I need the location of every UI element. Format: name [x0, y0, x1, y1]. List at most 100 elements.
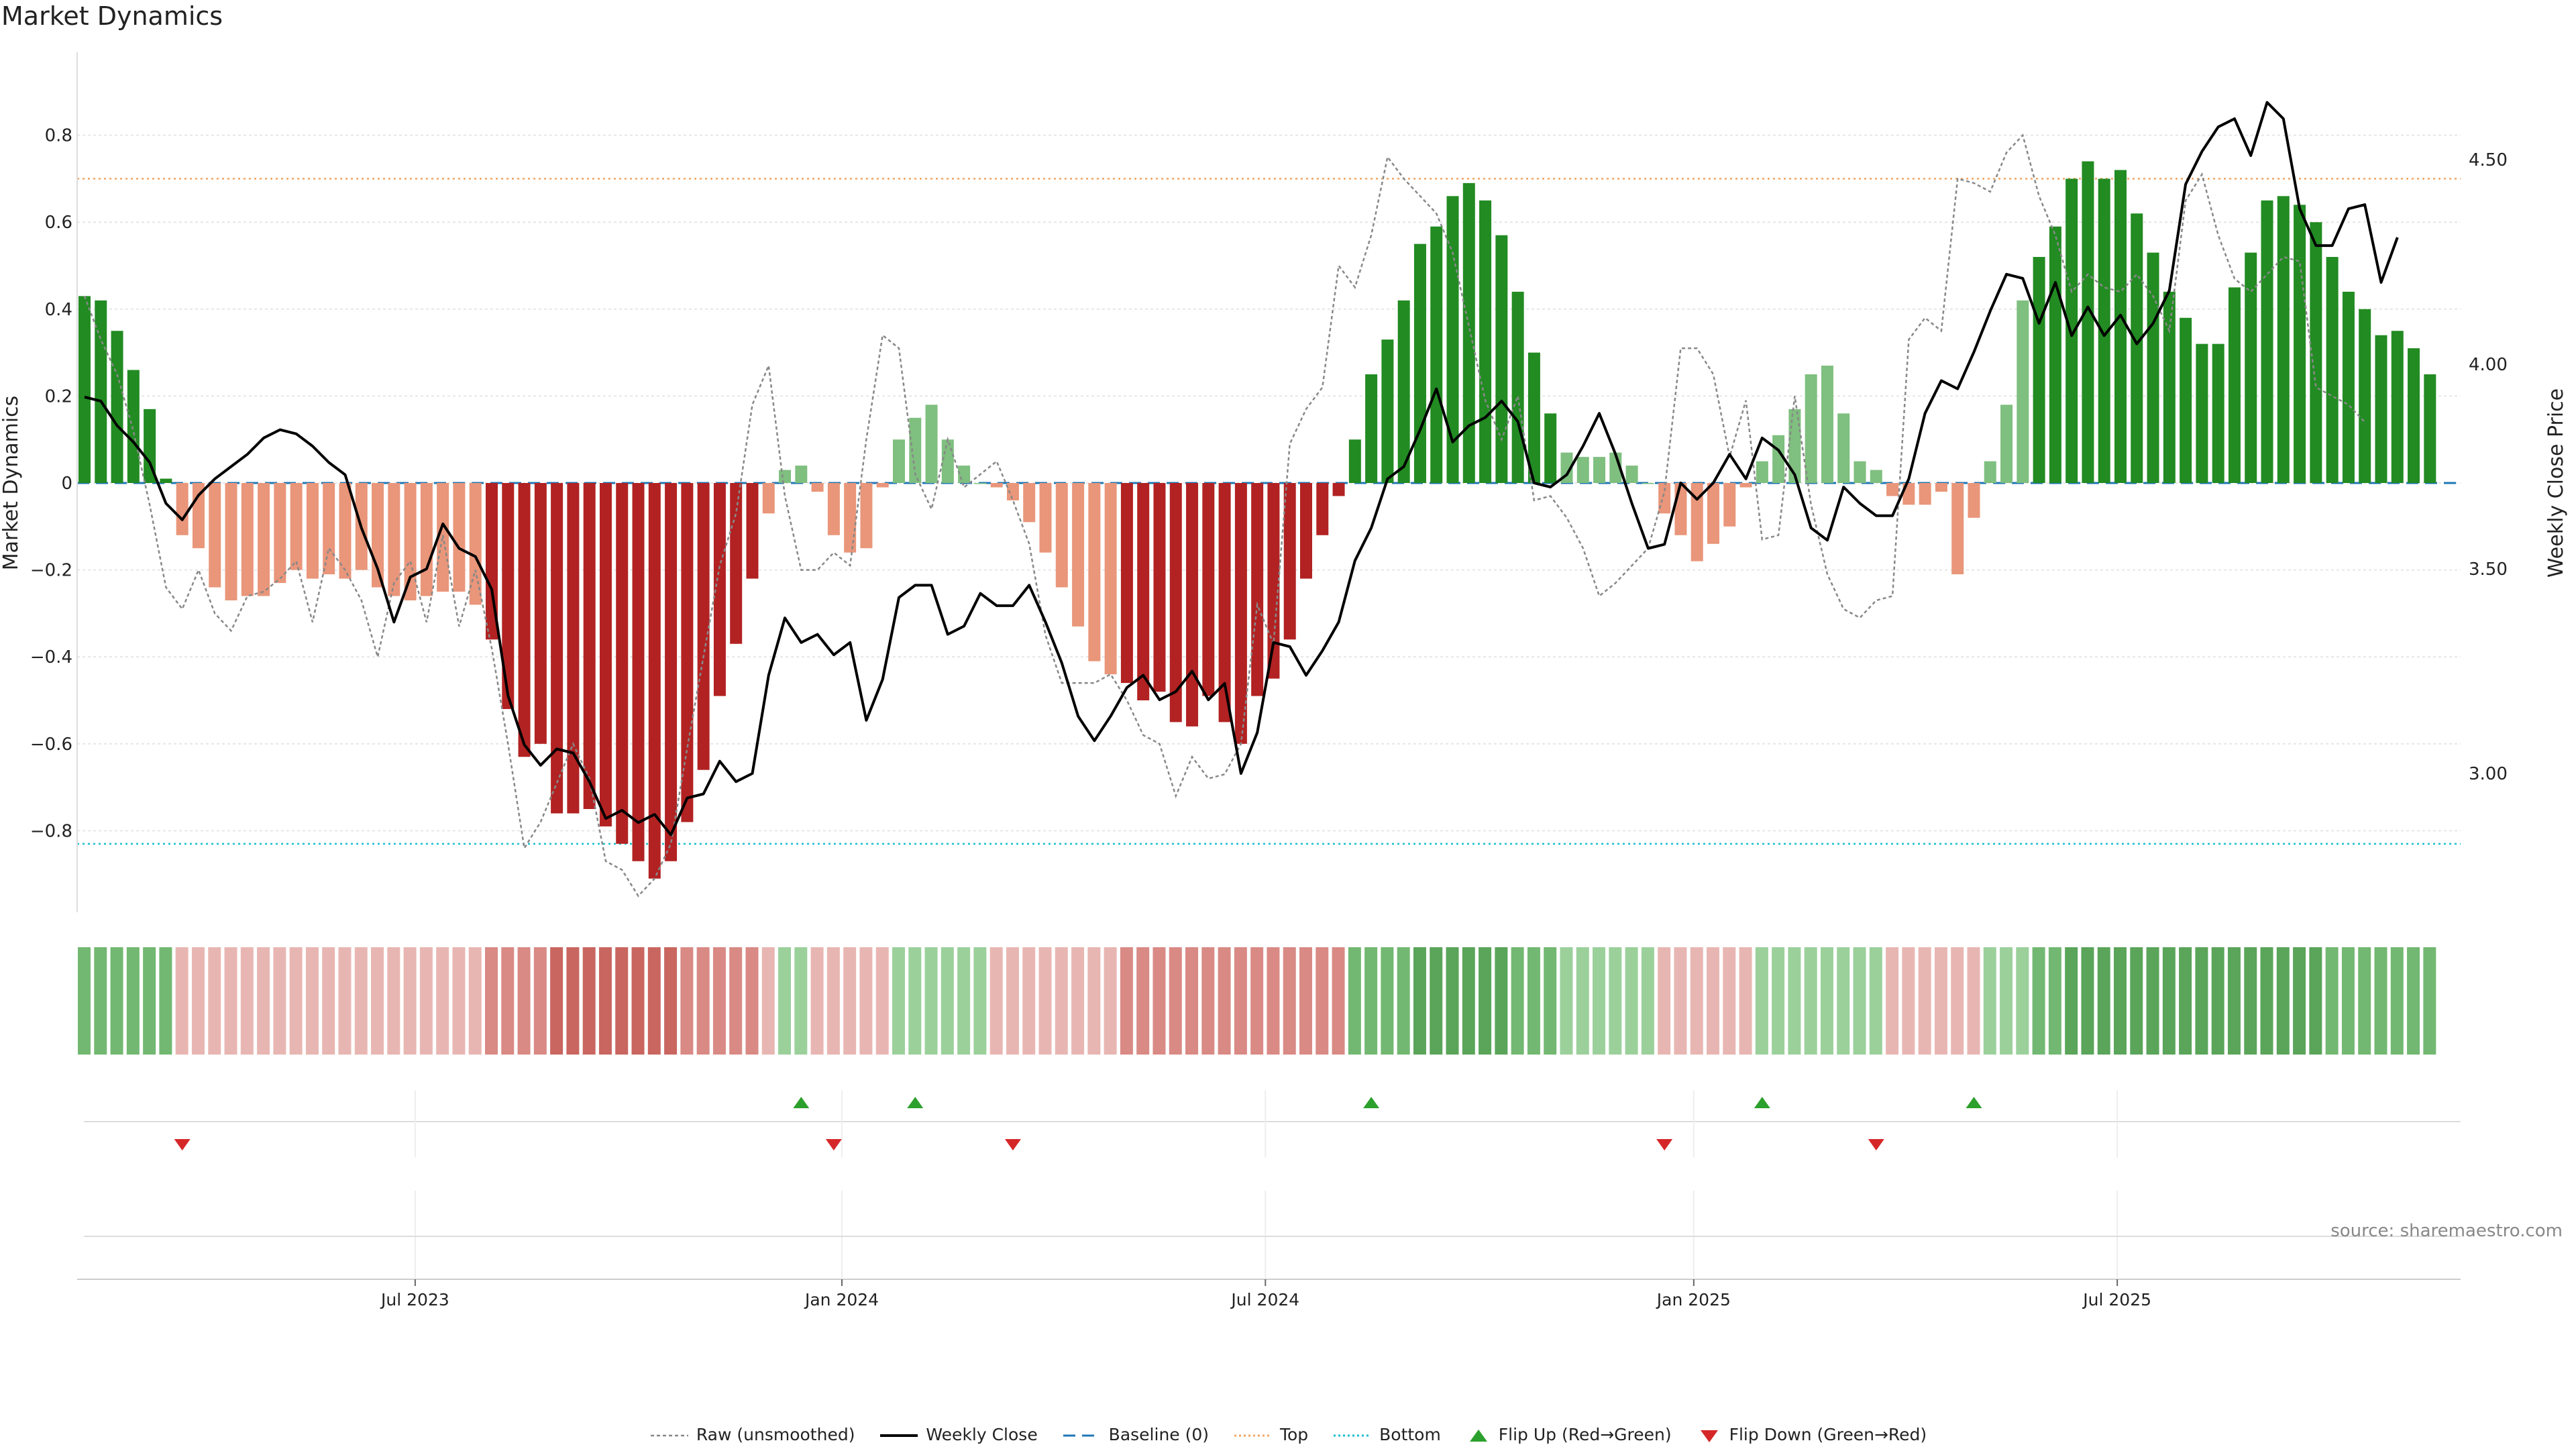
legend-flip-up[interactable]: Flip Up (Red→Green)	[1465, 1425, 1672, 1444]
dynamics-bar	[176, 483, 189, 535]
legend-flip-down[interactable]: Flip Down (Green→Red)	[1696, 1425, 1927, 1444]
y2-tick-label: 4.50	[2469, 150, 2508, 170]
legend-flip-down-label: Flip Down (Green→Red)	[1729, 1424, 1927, 1444]
dynamics-bar	[453, 483, 466, 592]
dynamics-bar	[697, 483, 710, 770]
heat-cell	[1185, 947, 1199, 1055]
dynamics-bar	[648, 483, 661, 879]
dynamics-bar	[1854, 461, 1866, 483]
heat-cell	[1869, 947, 1882, 1055]
legend-raw[interactable]: Raw (unsmoothed)	[649, 1425, 855, 1444]
heat-cell	[1707, 947, 1719, 1055]
dynamics-bar	[1642, 483, 1654, 484]
legend-weekly-close-label: Weekly Close	[926, 1424, 1038, 1444]
heat-cell	[1788, 947, 1801, 1055]
heat-cell	[2000, 947, 2013, 1055]
heat-cell	[1674, 947, 1687, 1055]
heat-cell	[1902, 947, 1915, 1055]
x-tick-label: Jul 2024	[1230, 1290, 1299, 1309]
heat-cell	[1511, 947, 1524, 1055]
heat-cell	[550, 947, 564, 1055]
dynamics-bar	[404, 483, 417, 600]
dynamics-bar	[2114, 170, 2127, 483]
heat-cell	[696, 947, 710, 1055]
dynamics-bar	[1381, 339, 1394, 483]
dynamics-bar	[1870, 470, 1882, 483]
heat-cell	[1951, 947, 1964, 1055]
dynamics-bar	[1951, 483, 1964, 575]
dynamics-bar	[1511, 291, 1524, 483]
flip-up-marker	[1363, 1097, 1380, 1108]
y2-tick-label: 3.00	[2469, 764, 2508, 784]
heat-cell	[2374, 947, 2387, 1055]
heat-cell	[631, 947, 645, 1055]
dynamics-bar	[876, 483, 889, 488]
heat-cell	[110, 947, 123, 1055]
dynamics-bar	[1935, 483, 1947, 492]
dynamics-bar	[925, 405, 938, 483]
dynamics-bar	[2163, 291, 2176, 483]
flip-up-marker	[907, 1097, 924, 1108]
heat-cell	[1169, 947, 1182, 1055]
heat-cell	[468, 947, 482, 1055]
legend-top[interactable]: Top	[1233, 1425, 1308, 1444]
legend-baseline[interactable]: Baseline (0)	[1062, 1425, 1209, 1444]
bar-series	[78, 161, 2436, 879]
dynamics-bar	[2049, 226, 2061, 483]
heat-cell	[1886, 947, 1899, 1055]
heat-cell	[1234, 947, 1247, 1055]
dynamics-bar	[1805, 374, 1817, 483]
heat-cell	[452, 947, 466, 1055]
heat-cell	[1934, 947, 1947, 1055]
date-axis: Jul 2023 Jan 2024 Jul 2024 Jan 2025 Jul 2025	[77, 1191, 2461, 1309]
heat-cell	[436, 947, 449, 1055]
heat-cell	[794, 947, 808, 1055]
heat-cell	[2293, 947, 2306, 1055]
dynamics-bar	[2033, 257, 2045, 483]
heat-cell	[2162, 947, 2176, 1055]
dynamics-bar	[1690, 483, 1703, 561]
dynamics-bar	[1658, 483, 1671, 514]
heat-cell	[224, 947, 237, 1055]
dynamics-bar	[1348, 439, 1361, 483]
heat-cell	[1527, 947, 1540, 1055]
dynamics-bar	[111, 331, 123, 483]
heat-cell	[598, 947, 612, 1055]
dynamics-bar	[1413, 244, 1426, 483]
heat-cell	[2146, 947, 2159, 1055]
heat-cell	[680, 947, 694, 1055]
heat-cell	[1071, 947, 1085, 1055]
heat-cell	[1201, 947, 1215, 1055]
dynamics-bar	[127, 370, 140, 483]
dynamics-bar	[1169, 483, 1182, 722]
heat-cell	[745, 947, 759, 1055]
heat-cell	[191, 947, 205, 1055]
x-tick-label: Jul 2025	[2082, 1290, 2151, 1309]
flip-down-marker	[1868, 1139, 1884, 1150]
dynamics-bar	[1756, 461, 1768, 483]
dynamics-bar	[1316, 483, 1329, 535]
heat-cell	[1723, 947, 1736, 1055]
heat-cell	[1267, 947, 1280, 1055]
dynamics-bar	[1739, 483, 1752, 488]
heat-cell	[1055, 947, 1068, 1055]
legend-bottom[interactable]: Bottom	[1332, 1425, 1441, 1444]
dynamics-bar	[811, 483, 824, 492]
dynamics-bar	[95, 300, 107, 483]
heat-cell	[1250, 947, 1264, 1055]
y-tick-label: 0	[61, 474, 72, 494]
dynamics-bar	[2000, 405, 2013, 483]
legend-weekly-close[interactable]: Weekly Close	[879, 1424, 1038, 1444]
weekly-close-line	[84, 101, 2399, 837]
flip-down-marker	[1656, 1139, 1673, 1150]
heat-cell	[1136, 947, 1150, 1055]
chart-title: Market Dynamics	[1, 1, 223, 31]
y2-tick-label: 3.50	[2469, 559, 2508, 580]
heat-cell	[1446, 947, 1459, 1055]
heat-cell	[859, 947, 873, 1055]
heat-cell	[1755, 947, 1768, 1055]
dynamics-bar	[909, 417, 922, 483]
dynamics-bar	[1397, 300, 1410, 483]
heat-cell	[908, 947, 922, 1055]
heat-cell	[175, 947, 189, 1055]
